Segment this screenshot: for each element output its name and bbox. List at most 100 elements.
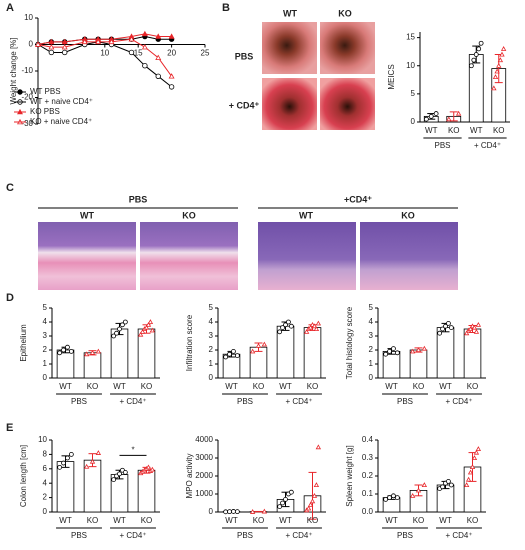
data-point xyxy=(277,504,283,510)
data-point xyxy=(111,477,117,483)
data-point xyxy=(227,351,232,357)
group-label: + CD4⁺ xyxy=(445,397,472,406)
y-tick-label: 0 xyxy=(29,40,34,49)
data-point xyxy=(227,509,232,515)
data-point xyxy=(497,57,504,63)
y-axis-label: MPO activity xyxy=(185,454,194,499)
data-point xyxy=(35,41,41,47)
x-tick-label: WT xyxy=(385,516,398,525)
data-point xyxy=(120,322,125,328)
data-point xyxy=(83,351,90,357)
y-tick-label: 3 xyxy=(43,331,48,340)
data-point xyxy=(261,341,268,347)
data-point xyxy=(255,342,262,348)
y-axis-label: Spleen weight [g] xyxy=(345,445,354,506)
data-point xyxy=(313,482,320,488)
group-label: + CD4⁺ xyxy=(474,141,501,150)
x-tick-label: WT xyxy=(279,382,292,391)
x-tick-label: WT xyxy=(470,126,483,135)
data-point xyxy=(473,328,480,334)
data-point xyxy=(155,54,162,60)
x-tick-label: KO xyxy=(493,126,505,135)
image-label: + CD4⁺ xyxy=(229,100,260,110)
data-point xyxy=(391,493,396,499)
x-tick-label: KO xyxy=(467,382,479,391)
endoscopy-image xyxy=(262,78,317,130)
y-tick-label: 8 xyxy=(43,450,48,459)
y-tick-label: 4 xyxy=(43,317,48,326)
panel-letter: E xyxy=(6,422,13,434)
data-point xyxy=(117,326,122,332)
data-point xyxy=(168,33,175,39)
data-point xyxy=(223,354,229,360)
data-point xyxy=(311,323,318,329)
bar xyxy=(83,352,102,379)
data-point xyxy=(139,328,146,334)
y-tick-label: 3 xyxy=(369,331,374,340)
data-point xyxy=(307,501,314,507)
y-tick-label: 10 xyxy=(38,435,47,444)
data-point xyxy=(147,319,154,325)
data-point xyxy=(137,331,144,337)
y-tick-label: 4 xyxy=(369,317,374,326)
data-point xyxy=(168,73,175,79)
y-axis-label: MEICS xyxy=(387,64,396,89)
data-point xyxy=(280,325,285,331)
data-point xyxy=(467,469,474,475)
data-point xyxy=(81,38,88,45)
x-tick-label: KO xyxy=(307,382,319,391)
data-point xyxy=(89,349,96,355)
data-point xyxy=(440,484,445,490)
data-point xyxy=(143,324,150,330)
group-label: PBS xyxy=(71,531,87,540)
x-tick-label: WT xyxy=(279,516,292,525)
y-tick-label: 10 xyxy=(406,61,415,70)
data-point xyxy=(65,455,70,461)
data-point xyxy=(141,30,148,37)
x-tick-label: WT xyxy=(113,382,126,391)
y-tick-label: 1000 xyxy=(195,489,213,498)
histology-image xyxy=(258,222,356,290)
data-point xyxy=(249,348,256,354)
data-point xyxy=(315,320,322,326)
group-label: PBS xyxy=(397,397,413,406)
data-point xyxy=(455,110,462,116)
group-label: + CD4⁺ xyxy=(285,397,312,406)
data-point xyxy=(313,326,320,332)
y-tick-label: 1 xyxy=(43,359,48,368)
image-group-label: PBS xyxy=(129,194,148,204)
data-point xyxy=(315,444,322,450)
data-point xyxy=(108,38,115,45)
data-point xyxy=(492,74,499,79)
data-point xyxy=(111,333,117,339)
data-point xyxy=(443,323,448,329)
y-axis-label: Infiltration score xyxy=(185,314,194,371)
data-point xyxy=(62,49,68,56)
y-tick-label: 0 xyxy=(369,373,374,382)
data-point xyxy=(95,348,102,354)
histology-image xyxy=(38,222,136,290)
image-label: KO xyxy=(182,210,196,220)
data-point xyxy=(440,326,445,332)
data-point xyxy=(391,346,396,352)
data-point xyxy=(128,49,135,56)
histology-image xyxy=(360,222,458,290)
data-point xyxy=(463,482,470,488)
data-point xyxy=(61,44,68,50)
series-line xyxy=(37,33,172,45)
data-point xyxy=(423,116,429,122)
y-tick-label: 4 xyxy=(43,478,48,487)
data-point xyxy=(491,85,497,91)
y-tick-label: 0.0 xyxy=(362,507,374,516)
group-label: PBS xyxy=(237,397,253,406)
bar xyxy=(303,327,322,379)
x-tick-label: KO xyxy=(448,126,460,135)
panel-letter: B xyxy=(222,2,230,14)
data-point xyxy=(234,353,240,359)
y-tick-label: 0 xyxy=(209,507,214,516)
y-tick-label: 2000 xyxy=(195,471,213,480)
image-label: KO xyxy=(338,8,352,18)
data-point xyxy=(494,68,500,74)
endoscopy-image xyxy=(320,78,375,130)
data-point xyxy=(467,326,474,332)
